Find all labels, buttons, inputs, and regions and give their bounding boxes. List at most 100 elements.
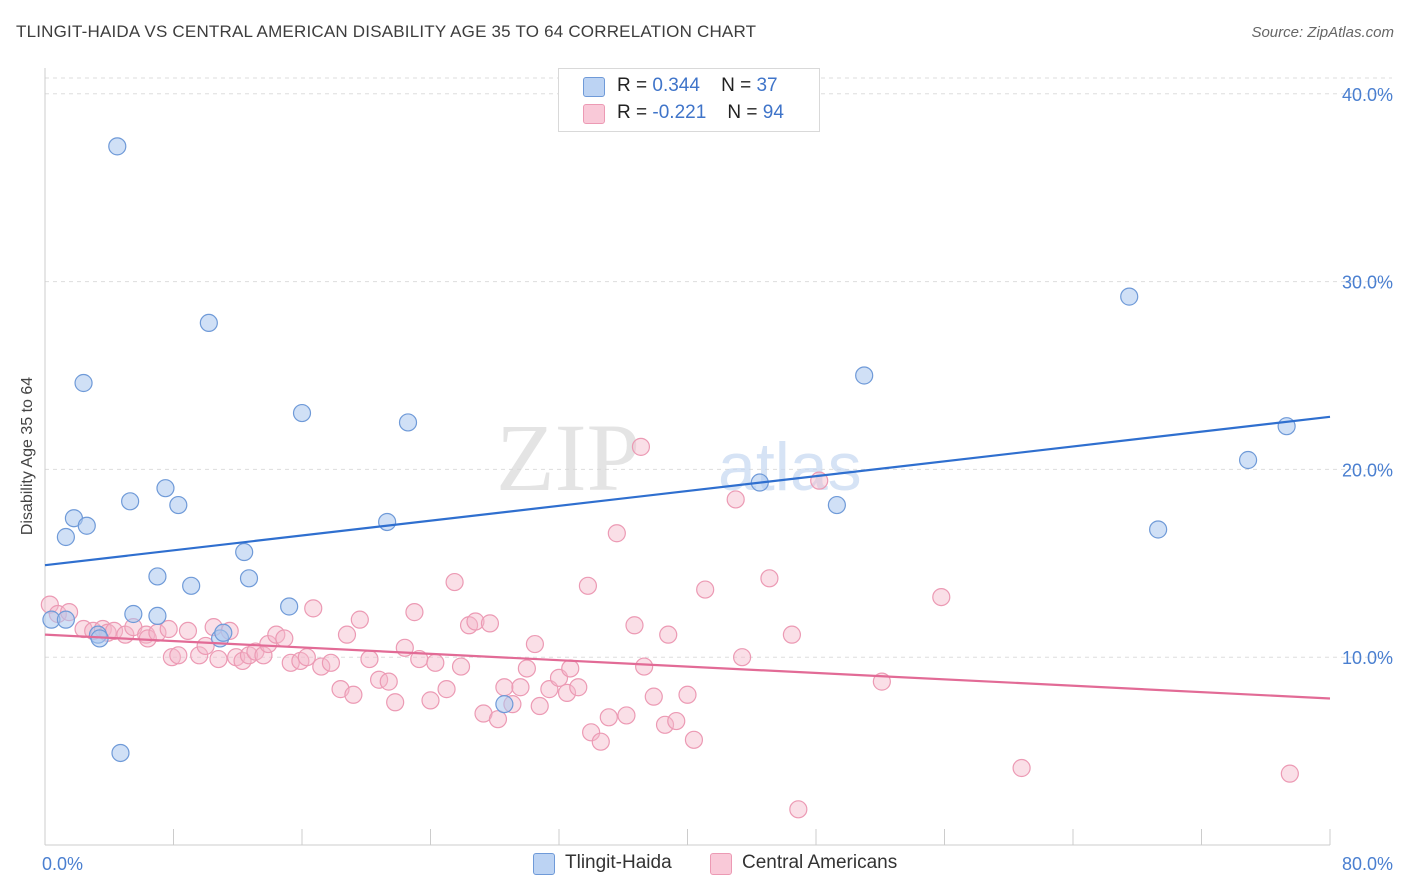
central-americans-point [495,678,514,697]
central-americans-point [607,524,626,543]
central-americans-point [659,625,678,644]
r-value: -0.221 [652,102,707,123]
central-americans-point [304,599,323,618]
central-americans-point [582,723,601,742]
tlingit-haida-point [111,743,130,763]
n-label: N = [727,102,758,123]
central-americans-point [312,657,331,676]
legend-label: Tlingit-Haida [565,852,672,873]
tlingit-haida-point [1149,520,1168,539]
central-americans-point [488,710,508,729]
central-americans-point [480,614,500,633]
tlingit-haida-point [280,597,299,616]
n-value: 94 [762,102,784,123]
tlingit-haida-point [169,495,188,515]
central-americans-point [655,715,675,734]
central-americans-point [254,646,273,665]
tlingit-haida-point [398,413,418,432]
y-tick-label: 20.0% [1342,460,1393,480]
pink-swatch-icon [583,104,605,124]
tlingit-haida-point [56,610,75,629]
central-americans-point [631,437,651,456]
tlingit-haida-point [148,606,167,625]
central-americans-point [1012,758,1031,778]
n-label: N = [721,75,752,96]
central-americans-point [667,711,686,731]
x-tick-label: 0.0% [42,854,83,874]
tlingit-haida-point [74,373,93,393]
tlingit-haida-point [77,516,96,535]
tlingit-haida-point [108,137,127,156]
central-americans-point [337,625,357,644]
central-americans-point [625,616,644,635]
central-americans-point [617,706,636,725]
tlingit-haida-point [235,542,254,562]
central-americans-point [599,708,618,727]
watermark-atlas: atlas [718,429,862,505]
tick-labels: 10.0% 20.0% 30.0% 40.0% 0.0% 80.0% [42,85,1393,874]
central-americans-point [530,696,549,716]
central-americans-point [437,680,456,699]
correlation-legend: R = 0.344 N = 37 R = -0.221 N = 94 [558,68,820,132]
central-americans-point [275,629,294,648]
tlingit-haida-points [42,137,1296,763]
blue-swatch-icon [583,77,605,97]
central-americans-point [525,634,545,654]
central-americans-trend-line [44,633,1331,700]
central-americans-point [678,685,697,704]
tlingit-haida-point [1238,450,1258,470]
central-americans-point [561,659,580,678]
y-tick-label: 30.0% [1342,273,1393,293]
central-americans-point [426,653,445,672]
central-americans-point [696,580,715,599]
r-label: R = [617,75,648,96]
n-value: 37 [756,75,778,96]
central-americans-point [169,646,188,665]
central-americans-point [726,490,745,509]
central-americans-point [578,576,598,595]
central-americans-point [162,648,181,667]
central-americans-point [379,672,398,691]
central-americans-point [190,646,209,665]
central-americans-point [405,603,424,622]
tlingit-haida-point [378,512,397,532]
central-americans-point [932,587,951,607]
central-americans-point [511,678,530,697]
tlingit-haida-point [855,366,874,385]
central-americans-point [782,625,802,644]
central-americans-point [451,657,471,676]
legend-label: Central Americans [742,852,898,873]
central-americans-point [466,612,485,631]
tlingit-haida-point [148,567,167,586]
central-americans-point [733,648,752,667]
central-americans-point [684,730,704,749]
central-americans-point [360,649,379,669]
central-americans-point [760,569,779,588]
central-americans-point [321,653,341,672]
tlingit-haida-point [199,313,218,333]
tlingit-haida-point [827,495,846,515]
y-tick-label: 40.0% [1342,85,1393,105]
tlingit-haida-point [56,527,75,547]
central-americans-point [297,648,316,667]
central-americans-point [591,732,610,751]
tlingit-haida-trend-line [44,415,1331,567]
tlingit-haida-point [239,569,259,588]
central-americans-point [1280,764,1299,783]
x-tick-label: 80.0% [1342,854,1393,874]
central-americans-point [557,683,577,702]
tlingit-haida-point [182,576,201,595]
tlingit-haida-point [124,604,143,624]
tlingit-haida-point [156,479,175,498]
chart-title: TLINGIT-HAIDA VS CENTRAL AMERICAN DISABI… [16,22,757,41]
central-americans-point [209,649,228,669]
central-americans-points [40,437,1299,819]
central-americans-point [517,659,536,678]
trend-lines [44,415,1331,700]
central-americans-point [445,572,464,592]
central-americans-point [635,657,654,676]
pink-swatch-icon [710,853,732,875]
central-americans-point [344,685,363,704]
axes [44,68,1331,846]
